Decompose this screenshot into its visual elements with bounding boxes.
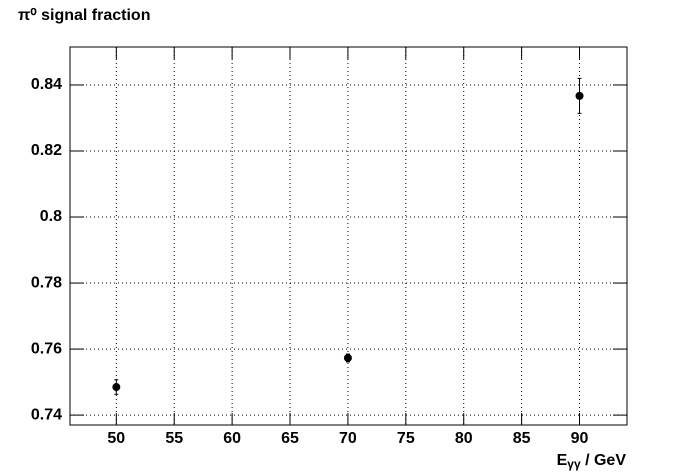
x-tick-label: 55 [165,430,183,447]
x-label-sub: γγ [567,457,581,471]
y-tick-label: 0.76 [31,340,62,357]
x-label-main: E [557,452,568,469]
x-tick-label: 70 [339,430,357,447]
x-tick-label: 75 [397,430,415,447]
y-tick-label: 0.74 [31,406,62,423]
x-tick-label: 80 [455,430,473,447]
x-tick-label: 60 [223,430,241,447]
chart-title: π⁰ signal fraction [18,7,150,24]
x-label-rest: / GeV [581,452,627,469]
y-tick-label: 0.8 [40,208,62,225]
plot-frame [69,46,628,426]
y-tick-label: 0.84 [31,76,62,93]
x-tick-label: 90 [571,430,589,447]
y-tick-label: 0.82 [31,142,62,159]
data-point [575,91,584,100]
data-point [112,383,121,392]
x-tick-label: 65 [281,430,299,447]
x-tick-label: 50 [107,430,125,447]
data-point [343,353,352,362]
x-axis-label: Eγγ / GeV [557,452,627,471]
x-tick-label: 85 [513,430,531,447]
y-tick-label: 0.78 [31,274,62,291]
